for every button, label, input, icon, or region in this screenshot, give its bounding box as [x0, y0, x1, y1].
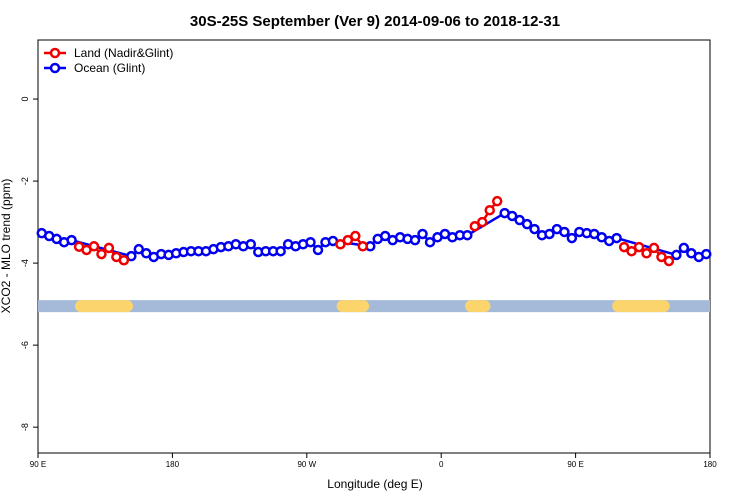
data-point	[521, 218, 533, 230]
x-tick-label: 180	[703, 460, 717, 469]
data-point	[648, 242, 660, 254]
x-axis-label: Longitude (deg E)	[327, 477, 422, 491]
data-point	[529, 223, 540, 235]
data-point	[96, 248, 107, 260]
data-point	[701, 248, 712, 260]
data-point	[424, 236, 436, 248]
data-point	[409, 234, 421, 246]
data-point	[357, 241, 369, 252]
data-point	[66, 234, 77, 246]
x-tick-label: 0	[439, 460, 444, 469]
data-point	[477, 216, 488, 228]
data-point	[350, 230, 361, 242]
data-point	[484, 204, 495, 216]
data-point	[126, 250, 137, 262]
data-point	[462, 229, 473, 241]
data-point	[656, 251, 667, 263]
data-point	[275, 245, 286, 257]
data-point	[491, 195, 503, 207]
data-point	[663, 255, 675, 267]
data-point	[671, 249, 682, 261]
legend-marker	[49, 62, 61, 74]
data-point	[103, 242, 115, 254]
data-point	[678, 242, 690, 254]
data-point	[633, 241, 645, 253]
y-tick-label: -8	[20, 423, 30, 431]
y-tick-label: -6	[20, 341, 30, 349]
data-point	[379, 230, 391, 242]
data-point	[566, 232, 578, 244]
data-point	[342, 234, 354, 246]
chart-title: 30S-25S September (Ver 9) 2014-09-06 to …	[190, 13, 560, 30]
y-tick-label: -2	[20, 177, 30, 185]
plot-frame	[37, 39, 711, 454]
x-tick-label: 90 E	[567, 460, 583, 469]
data-point	[611, 232, 622, 244]
data-point	[88, 241, 100, 252]
data-point	[559, 226, 570, 238]
data-point	[335, 238, 346, 250]
y-tick-label: 0	[20, 97, 30, 102]
data-point	[641, 248, 652, 259]
data-point	[305, 236, 316, 248]
data-point	[506, 210, 518, 222]
legend-label: Land (Nadir&Glint)	[74, 46, 173, 60]
data-point	[245, 238, 257, 250]
legend-marker	[49, 47, 61, 59]
x-tick-label: 180	[166, 460, 180, 469]
data-point	[312, 244, 324, 256]
y-axis-label: XCO2 - MLO trend (ppm)	[0, 179, 13, 314]
y-tick-label: -4	[20, 259, 30, 267]
data-point	[417, 228, 428, 240]
data-point	[618, 241, 630, 253]
data-point	[514, 214, 525, 226]
x-tick-label: 90 E	[30, 460, 46, 469]
data-point	[469, 220, 481, 232]
legend-label: Ocean (Glint)	[74, 61, 145, 75]
data-point	[544, 228, 555, 240]
data-point	[626, 245, 637, 257]
x-tick-label: 90 W	[297, 460, 316, 469]
data-point	[133, 243, 145, 255]
data-point	[118, 254, 130, 266]
